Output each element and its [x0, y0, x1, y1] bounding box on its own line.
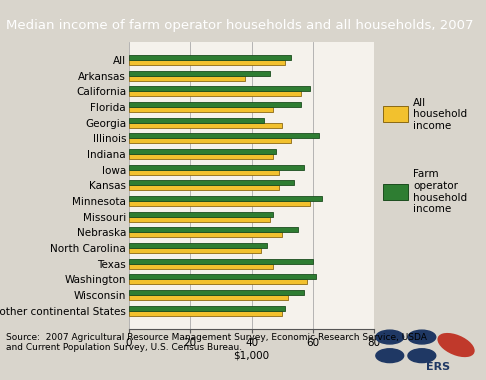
Bar: [129, 243, 267, 248]
Text: Farm
operator
household
income: Farm operator household income: [413, 169, 468, 214]
Bar: [129, 76, 245, 81]
Bar: [129, 232, 282, 237]
Bar: [129, 310, 282, 316]
Text: ERS: ERS: [426, 362, 450, 372]
Bar: [129, 133, 319, 138]
Bar: [129, 138, 292, 143]
Bar: [129, 185, 279, 190]
Bar: [129, 91, 300, 96]
Circle shape: [376, 330, 404, 344]
Bar: [129, 306, 285, 310]
Bar: [129, 169, 279, 174]
Bar: [129, 60, 285, 65]
Bar: [129, 259, 313, 264]
Text: Source:  2007 Agricultural Resource Management Survey, Economic Research Service: Source: 2007 Agricultural Resource Manag…: [6, 332, 427, 352]
Bar: [383, 106, 408, 122]
Bar: [129, 154, 273, 159]
Bar: [129, 86, 310, 91]
Bar: [129, 290, 304, 295]
Bar: [129, 212, 273, 217]
Bar: [383, 184, 408, 200]
Bar: [129, 180, 295, 185]
Text: Median income of farm operator households and all households, 2007: Median income of farm operator household…: [6, 19, 473, 32]
Bar: [129, 165, 304, 169]
Bar: [129, 102, 300, 107]
Bar: [129, 55, 292, 60]
Bar: [129, 117, 264, 123]
Bar: [129, 107, 273, 112]
Bar: [129, 71, 270, 76]
Text: All
household
income: All household income: [413, 98, 468, 131]
Bar: [129, 149, 276, 154]
Circle shape: [408, 349, 436, 363]
Bar: [129, 264, 273, 269]
Ellipse shape: [437, 333, 475, 357]
Bar: [129, 196, 322, 201]
Bar: [129, 227, 297, 232]
Circle shape: [376, 349, 404, 363]
Bar: [129, 123, 282, 128]
Bar: [129, 295, 288, 300]
Bar: [129, 248, 260, 253]
Circle shape: [408, 330, 436, 344]
Bar: [129, 217, 270, 222]
Bar: [129, 279, 307, 284]
Bar: [129, 201, 310, 206]
X-axis label: $1,000: $1,000: [233, 350, 270, 361]
Bar: [129, 274, 316, 279]
